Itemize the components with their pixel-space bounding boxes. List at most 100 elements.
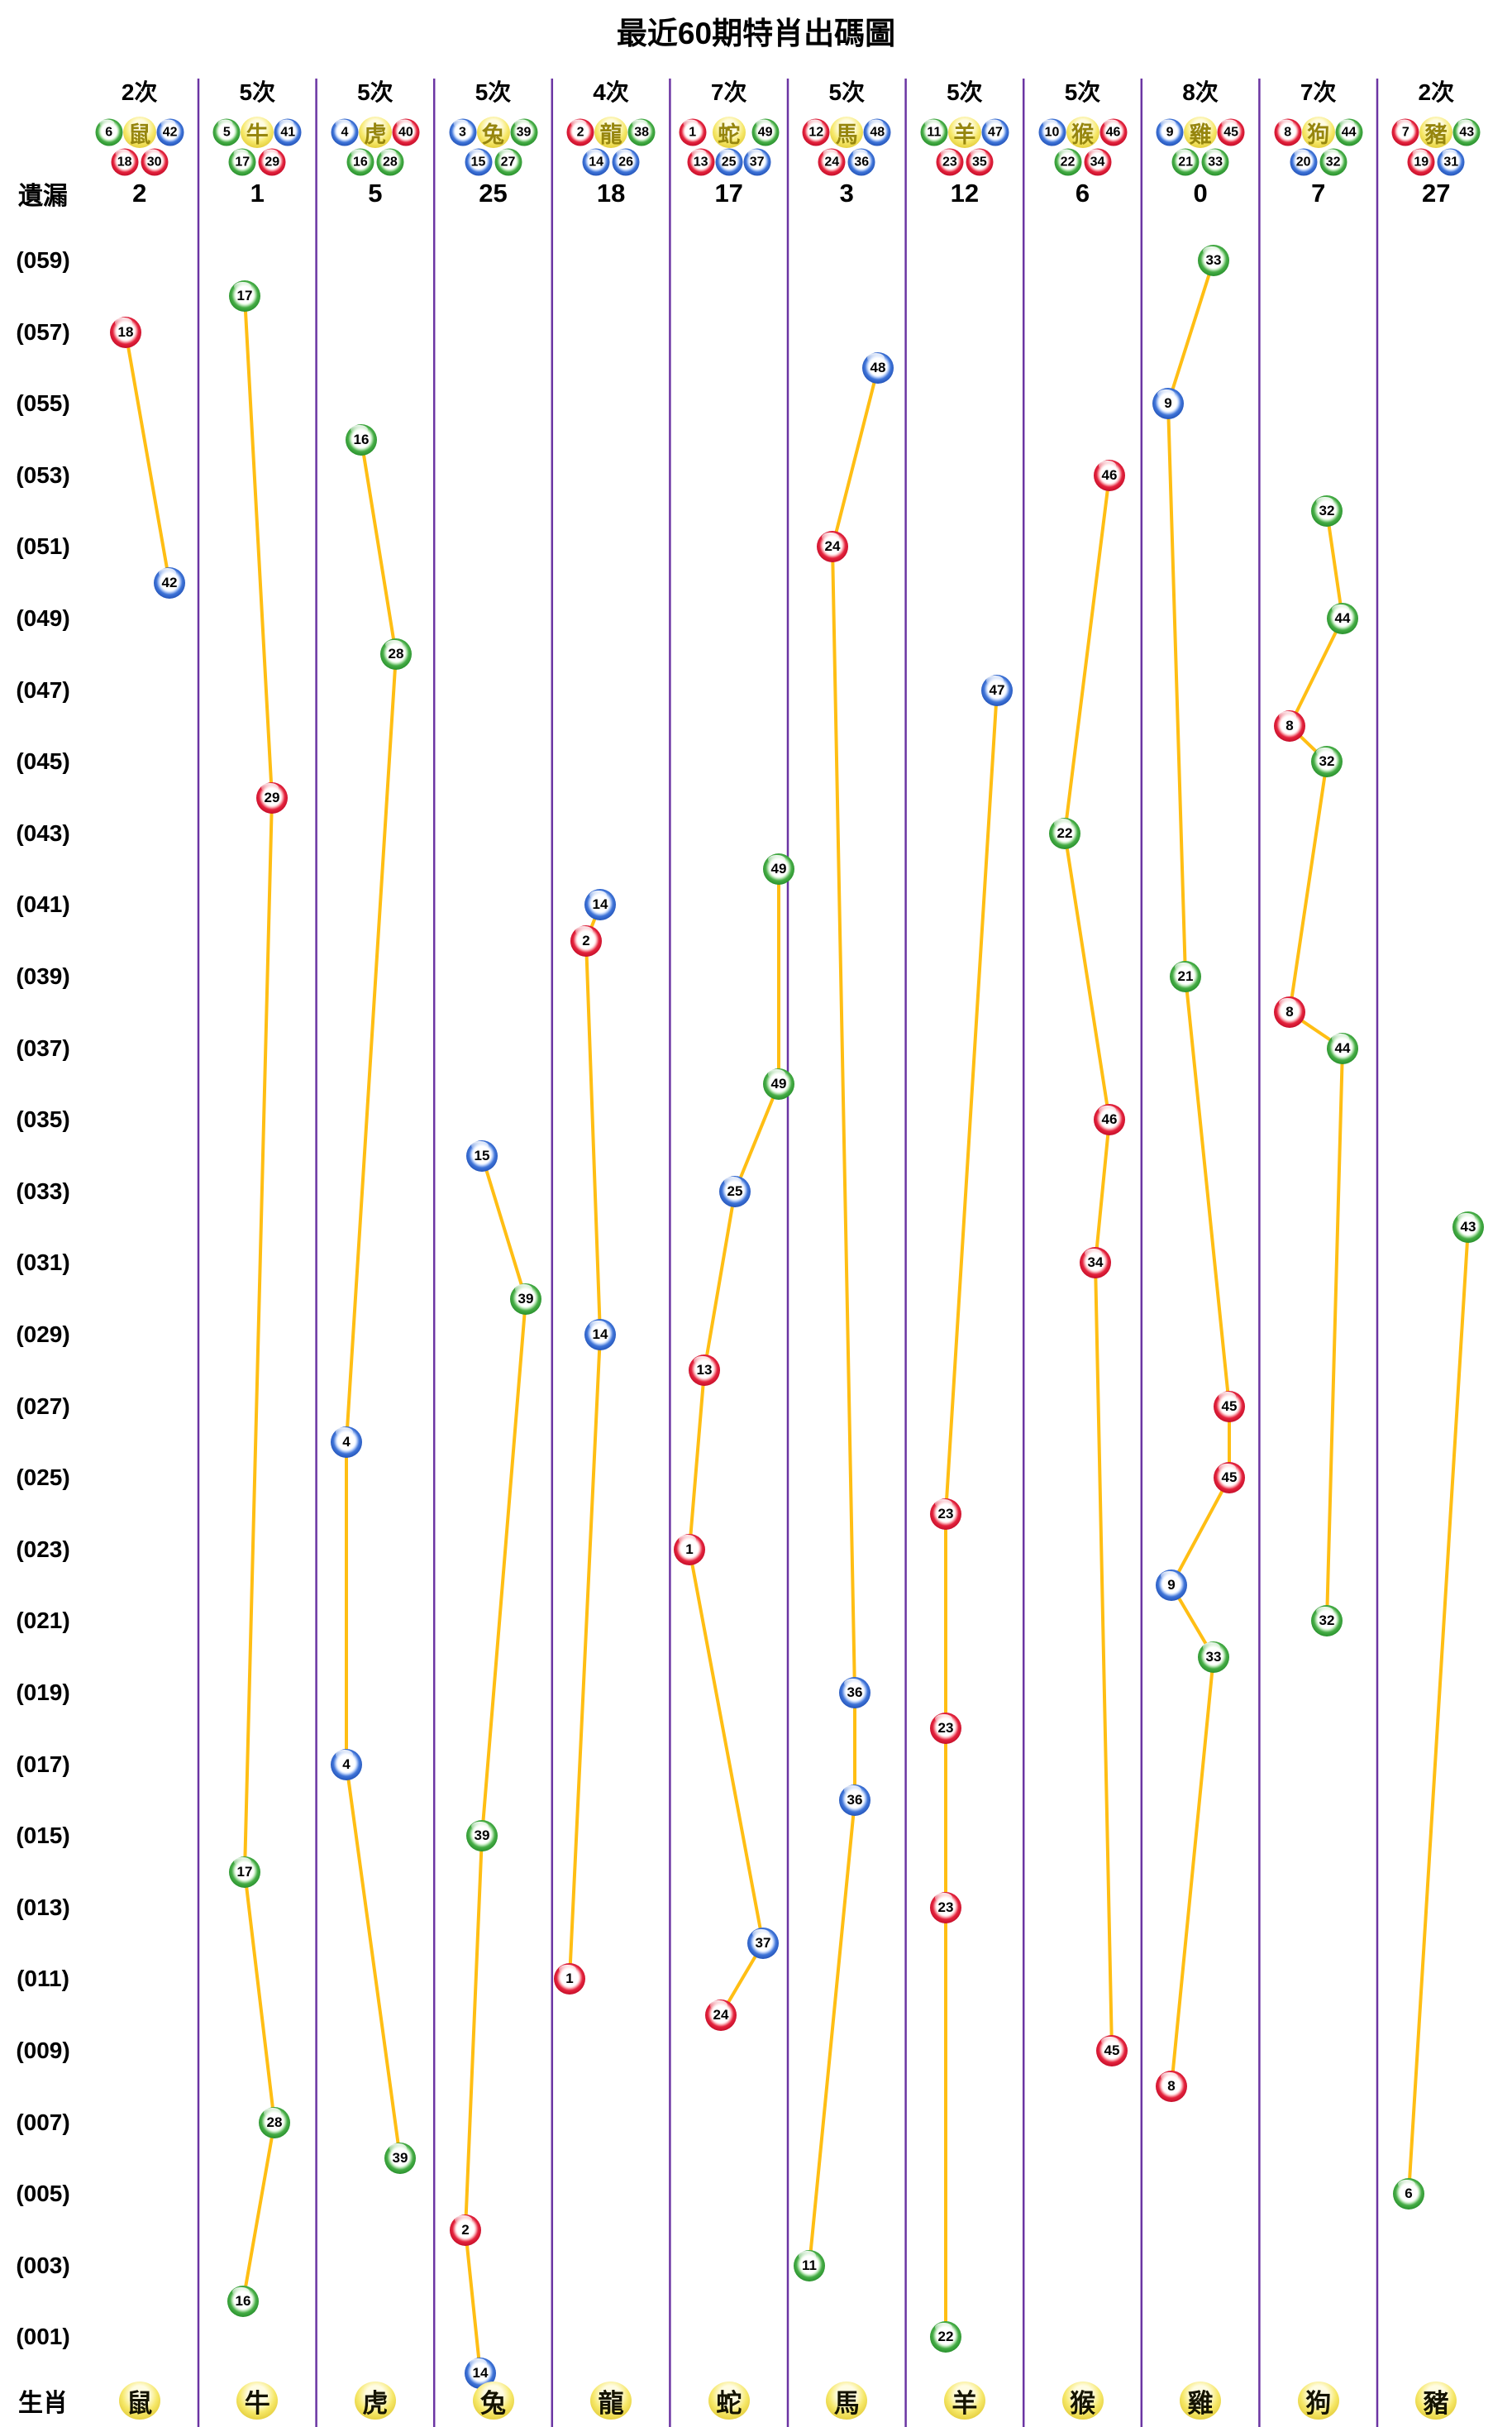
chart-ball: 16 xyxy=(346,423,377,456)
y-axis-label: (035) xyxy=(16,1106,70,1133)
y-axis-label: (023) xyxy=(16,1536,70,1562)
chart-ball: 36 xyxy=(839,1677,870,1708)
omission-value: 1 xyxy=(250,179,265,208)
header-number-ball: 36 xyxy=(847,148,875,176)
chart-ball: 36 xyxy=(839,1784,870,1816)
chart-ball: 13 xyxy=(689,1354,720,1387)
chart-ball: 24 xyxy=(705,1999,737,2031)
chart-ball: 23 xyxy=(930,1891,961,1923)
header-number-ball: 38 xyxy=(627,118,656,146)
y-axis-label: (039) xyxy=(16,963,70,989)
header-number-ball: 14 xyxy=(582,148,610,176)
header-number-ball: 23 xyxy=(936,148,964,176)
chart-ball: 33 xyxy=(1198,245,1229,276)
header-number-ball: 15 xyxy=(465,148,492,176)
column-times-label: 7次 xyxy=(710,79,747,105)
footer-zodiac-ball: 虎 xyxy=(354,2382,396,2420)
y-axis-label: (053) xyxy=(16,461,70,488)
header-number-ball: 47 xyxy=(981,118,1009,146)
footer-zodiac-ball: 猴 xyxy=(1061,2382,1104,2420)
chart-ball: 8 xyxy=(1156,2071,1187,2103)
chart-ball: 34 xyxy=(1080,1247,1111,1279)
y-axis-label: (029) xyxy=(16,1321,70,1347)
header-number-ball: 45 xyxy=(1217,118,1245,146)
header-number-ball: 33 xyxy=(1201,148,1229,176)
chart-ball: 33 xyxy=(1198,1641,1229,1673)
trend-line-鼠 xyxy=(124,332,171,584)
chart-ball: 17 xyxy=(229,1856,260,1888)
y-axis-label: (019) xyxy=(16,1679,70,1705)
chart-ball: 32 xyxy=(1311,495,1343,528)
column-times-label: 2次 xyxy=(1418,79,1455,105)
trend-line-蛇 xyxy=(688,869,780,2016)
column-times-label: 8次 xyxy=(1182,79,1219,105)
header-zodiac-ball: 鼠 xyxy=(122,117,156,148)
y-axis-label: (005) xyxy=(16,2181,70,2207)
zodiac-row-label: 生肖 xyxy=(18,2390,68,2417)
header-zodiac-ball: 羊 xyxy=(947,117,981,148)
y-axis-label: (051) xyxy=(16,533,70,560)
header-number-ball: 4 xyxy=(331,118,359,146)
chart-ball: 49 xyxy=(763,853,794,886)
column-times-label: 5次 xyxy=(828,79,866,105)
header-number-ball: 46 xyxy=(1099,118,1127,146)
y-axis-label: (021) xyxy=(16,1608,70,1634)
column-times-label: 5次 xyxy=(357,79,394,105)
trend-line-龍 xyxy=(568,904,602,1980)
header-number-ball: 32 xyxy=(1319,148,1347,176)
trend-line-兔 xyxy=(464,1154,527,2373)
chart-ball: 28 xyxy=(259,2106,290,2138)
y-axis-label: (031) xyxy=(16,1249,70,1276)
column-times-label: 5次 xyxy=(475,79,512,105)
header-number-ball: 22 xyxy=(1054,148,1081,176)
y-axis-label: (045) xyxy=(16,748,70,775)
header-number-ball: 25 xyxy=(715,148,743,176)
header-number-ball: 19 xyxy=(1407,148,1435,176)
omission-value: 6 xyxy=(1075,179,1090,208)
chart-ball: 25 xyxy=(719,1175,751,1207)
y-axis-label: (043) xyxy=(16,819,70,846)
header-number-ball: 29 xyxy=(258,148,286,176)
header-number-ball: 13 xyxy=(687,148,715,176)
footer-zodiac-ball: 鼠 xyxy=(118,2382,160,2420)
y-axis-label: (059) xyxy=(16,247,70,273)
chart-ball: 29 xyxy=(256,781,288,814)
header-zodiac-ball: 猴 xyxy=(1066,117,1099,148)
footer-zodiac-ball: 兔 xyxy=(472,2382,514,2420)
header-zodiac-ball: 狗 xyxy=(1301,117,1335,148)
chart-ball: 11 xyxy=(794,2249,825,2281)
chart-ball: 48 xyxy=(862,351,894,384)
chart-ball: 4 xyxy=(331,1748,362,1780)
chart-ball: 47 xyxy=(981,674,1013,706)
chart-ball: 23 xyxy=(930,1498,961,1530)
chart-ball: 46 xyxy=(1094,459,1125,491)
header-number-ball: 30 xyxy=(141,148,169,176)
omission-row-label: 遺漏 xyxy=(18,183,68,210)
chart-ball: 9 xyxy=(1152,388,1184,420)
header-number-ball: 24 xyxy=(818,148,846,176)
header-zodiac-ball: 馬 xyxy=(830,117,864,148)
y-axis-label: (047) xyxy=(16,676,70,703)
footer-zodiac-ball: 馬 xyxy=(826,2382,868,2420)
header-zodiac-ball: 豬 xyxy=(1419,117,1453,148)
trend-line-雞 xyxy=(1166,260,1231,2087)
y-axis-label: (011) xyxy=(17,1966,69,1992)
omission-value: 7 xyxy=(1311,179,1326,208)
omission-value: 27 xyxy=(1422,179,1451,208)
header-number-ball: 26 xyxy=(612,148,640,176)
header-number-ball: 43 xyxy=(1452,118,1481,146)
chart-ball: 8 xyxy=(1274,996,1305,1029)
footer-zodiac-ball: 龍 xyxy=(590,2382,632,2420)
header-number-ball: 12 xyxy=(802,118,830,146)
header-number-ball: 31 xyxy=(1437,148,1465,176)
header-zodiac-ball: 牛 xyxy=(241,117,274,148)
chart-ball: 22 xyxy=(1049,817,1080,849)
chart-ball: 8 xyxy=(1274,709,1305,742)
chart-ball: 22 xyxy=(930,2321,961,2353)
header-zodiac-ball: 虎 xyxy=(358,117,392,148)
chart-ball: 18 xyxy=(110,316,141,348)
header-zodiac-ball: 兔 xyxy=(476,117,510,148)
chart-ball: 44 xyxy=(1327,1032,1358,1064)
